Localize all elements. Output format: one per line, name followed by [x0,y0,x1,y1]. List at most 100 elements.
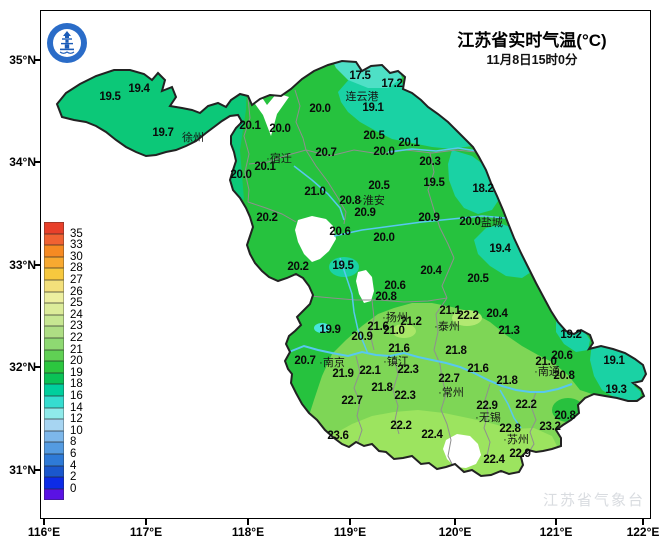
city-label: ·宿迁 [266,153,292,165]
legend-value-label: 10 [70,424,83,437]
temp-value-label: 19.5 [99,91,121,103]
legend-value-label: 24 [70,308,83,321]
temp-value-label: 21.8 [371,382,393,394]
temp-value-label: 20.1 [398,137,420,149]
legend-value-label: 8 [70,436,77,449]
temp-value-label: 20.0 [230,169,252,181]
temp-value-label: 22.3 [394,390,416,402]
lon-tick-mark [247,519,249,525]
temp-value-label: 18.2 [472,183,494,195]
legend-value-label: 35 [70,227,83,240]
temp-value-label: 22.3 [397,364,419,376]
legend-swatch [44,465,64,478]
city-label: ·南通 [534,366,560,378]
temp-value-label: 19.2 [560,329,582,341]
legend-value-label: 23 [70,320,83,333]
city-label: 徐州 [182,132,204,144]
lon-tick-label: 118°E [231,525,265,539]
legend-value-label: 22 [70,332,83,344]
temp-value-label: 19.7 [152,127,174,139]
temp-value-label: 19.4 [128,83,150,95]
temp-value-label: 19.5 [423,177,445,189]
agency-logo [47,23,87,63]
temp-value-label: 20.3 [419,156,441,168]
rivers [288,147,573,429]
legend-value-label: 2 [70,471,77,484]
temp-value-label: 21.0 [304,186,326,198]
legend-swatch [44,233,64,246]
temp-value-label: 20.0 [459,216,481,228]
map-title: 江苏省实时气温(°C) [457,31,607,50]
temp-value-label: 21.9 [332,368,354,380]
legend-value-label: 4 [70,459,77,472]
city-label: ·镇江 [383,356,409,368]
lat-tick-label: 34°N [9,155,36,169]
temp-value-label: 17.5 [349,70,371,82]
lon-tick-mark [454,519,456,525]
temp-value-label: 21.0 [383,325,405,337]
city-label: ·常州 [438,387,464,399]
temp-value-label: 21.2 [400,316,422,328]
lat-tick-label: 32°N [9,360,36,374]
city-label: ·扬州 [382,312,408,324]
lon-tick-label: 117°E [129,525,163,539]
legend-value-label: 30 [70,250,83,263]
district-boundaries [243,89,537,465]
lon-tick-label: 122°E [626,525,660,539]
legend-swatch [44,442,64,454]
legend-swatch [44,303,64,315]
lat-tick-mark [34,161,40,163]
legend-value-label: 28 [70,262,83,275]
legend-value-label: 6 [70,448,77,460]
city-label: 连云港 [345,91,379,103]
temp-value-label: 22.2 [457,310,479,322]
temp-value-label: 20.9 [354,207,376,219]
temp-value-label: 20.4 [420,265,442,277]
temp-value-label: 20.8 [554,410,576,422]
temp-value-label: 20.8 [339,195,361,207]
legend-value-label: 14 [70,401,83,414]
temp-value-label: 21.8 [445,345,467,357]
lon-tick-label: 116°E [27,525,61,539]
legend-swatch [44,454,64,466]
lat-tick-label: 35°N [9,53,36,67]
legend-value-label: 25 [70,297,83,310]
agency-credit: 江苏省气象台 [543,492,646,509]
legend-swatch [44,477,64,489]
temp-value-label: 20.6 [551,350,573,362]
temp-value-label: 20.5 [467,273,489,285]
temp-value-label: 19.9 [319,324,341,336]
temperature-legend: 35 33 30 28 27 26 25 24 23 22 21 20 19 18 16 14 12 10 8 6 4 2… [44,222,104,502]
legend-value-label: 20 [70,355,83,368]
temp-value-label: 20.6 [329,226,351,238]
legend-value-label: 0 [70,482,77,495]
lon-tick-mark [349,519,351,525]
temp-value-label: 22.8 [499,423,521,435]
temp-value-label: 21.3 [498,325,520,337]
lat-tick-label: 31°N [9,463,36,477]
lon-tick-mark [43,519,45,525]
temp-value-label: 22.7 [341,395,363,407]
lon-tick-label: 119°E [333,525,367,539]
temp-value-label: 20.9 [418,212,440,224]
lon-tick-mark [145,519,147,525]
legend-value-label: 18 [70,378,83,391]
legend-swatch [44,268,64,280]
city-label: ·南京 [319,357,345,369]
lat-tick-mark [34,59,40,61]
temp-value-label: 20.2 [287,261,309,273]
city-label: ·盐城 [477,217,503,229]
temp-value-label: 19.1 [603,355,625,367]
temp-value-label: 20.7 [315,147,337,159]
temp-value-label: 20.1 [239,120,261,132]
temp-value-label: 21.6 [367,321,389,333]
temp-value-label: 19.3 [605,384,627,396]
legend-swatch [44,372,64,385]
temp-value-label: 20.0 [309,103,331,115]
temp-value-label: 20.5 [363,130,385,142]
temp-value-label: 19.1 [362,102,384,114]
legend-swatch [44,349,64,362]
temp-value-label: 21.6 [388,343,410,355]
